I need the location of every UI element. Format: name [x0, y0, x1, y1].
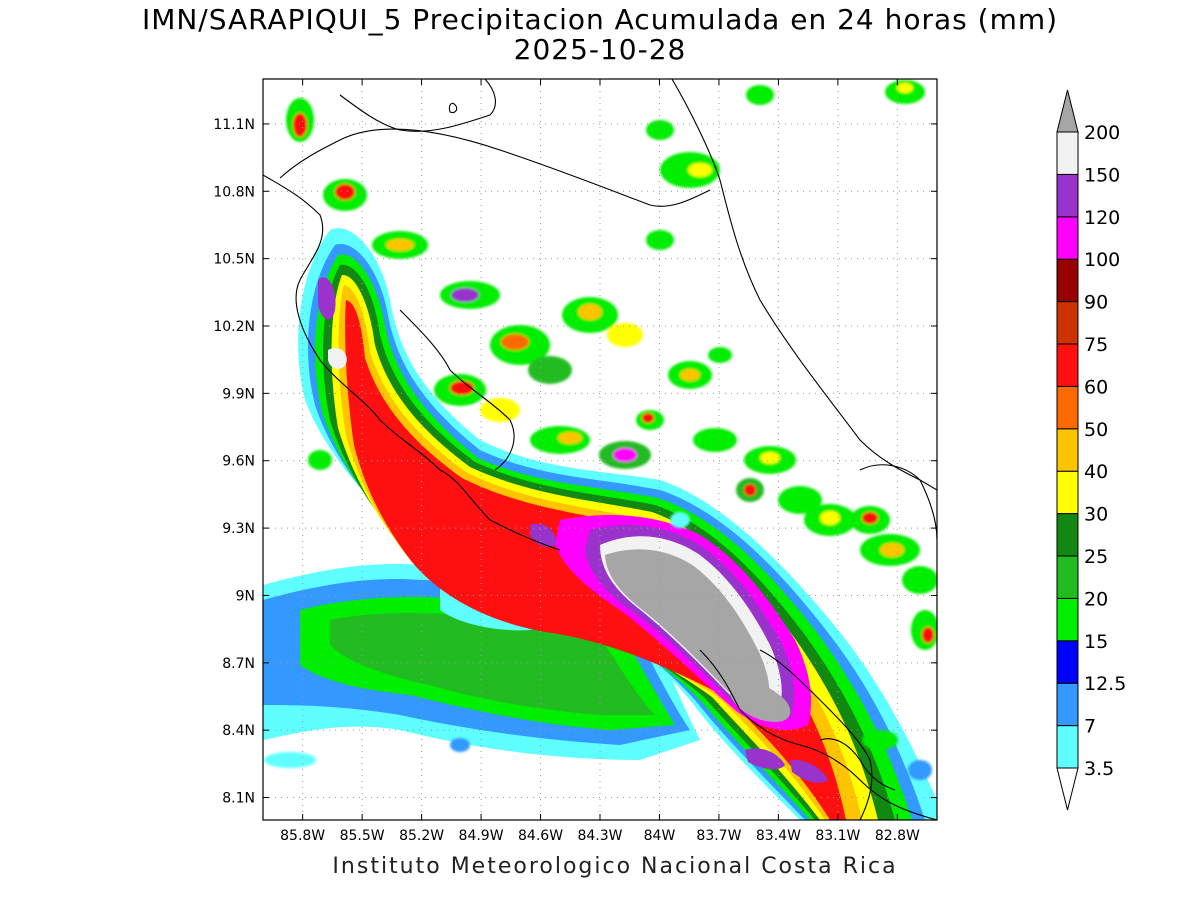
precipitation-field [263, 80, 937, 820]
lat-tick-label: 8.1N [222, 791, 255, 807]
lat-tick-label: 9.9N [222, 386, 255, 402]
colorbar-over-triangle [1056, 89, 1079, 133]
colorbar-bin [1056, 385, 1079, 430]
colorbar-legend: 3.5 7 12.5 15 20 25 30 40 50 60 75 90 100 120 150 200 [1056, 89, 1126, 811]
burica-coast-line [819, 738, 896, 791]
lon-tick-label: 83.4W [756, 828, 801, 844]
colorbar-bin [1056, 682, 1079, 727]
colorbar-label: 120 [1084, 207, 1120, 229]
colorbar-bin [1056, 216, 1079, 260]
colorbar-label: 150 [1084, 164, 1120, 186]
lat-tick-label: 10.5N [213, 252, 255, 268]
colorbar-bin [1056, 301, 1079, 345]
colorbar-label: 12.5 [1084, 673, 1126, 695]
precip-area-sw-purple-2 [790, 759, 828, 783]
nicoya-coastline [263, 174, 561, 551]
lon-tick-label: 85.8W [280, 828, 325, 844]
colorbar-label: 20 [1084, 588, 1108, 610]
colorbar-bin [1056, 513, 1079, 557]
colorbar-bin [1056, 131, 1079, 175]
longitude-axis: 85.8W 85.5W 85.2W 84.9W 84.6W 84.3W 84W 83.7W 83… [280, 79, 920, 844]
colorbar-bin [1056, 597, 1079, 642]
coastline-borders [263, 79, 937, 820]
lon-tick-label: 85.2W [399, 828, 444, 844]
colorbar-label: 90 [1084, 292, 1108, 314]
lon-tick-label: 85.5W [340, 828, 385, 844]
panama-coast-line [859, 464, 937, 541]
lon-tick-label: 84.9W [459, 828, 504, 844]
precip-area-cordillera-grey [605, 549, 770, 706]
lat-tick-label: 11.1N [213, 117, 255, 133]
lon-tick-label: 84.6W [518, 828, 563, 844]
colorbar-label: 100 [1084, 249, 1120, 271]
nicaragua-border-line [279, 128, 711, 207]
colorbar-label: 60 [1084, 376, 1108, 398]
caribbean-coastline [671, 79, 937, 491]
osa-coastline [699, 649, 937, 820]
map-plot-area [263, 79, 937, 820]
nicaragua-lake-shore [448, 102, 458, 114]
lat-tick-label: 10.2N [213, 319, 255, 335]
lat-tick-label: 8.4N [222, 723, 255, 739]
colorbar-bin [1056, 470, 1079, 515]
precip-area-nw-purple [318, 277, 336, 320]
panama-border-line [759, 649, 873, 820]
colorbar-bin [1056, 555, 1079, 599]
colorbar-under-triangle [1056, 767, 1079, 811]
colorbar-label: 15 [1084, 631, 1108, 653]
precip-area-sarapiqui-grey-south [730, 678, 791, 722]
precip-area-sw-dkgreen [330, 613, 655, 715]
colorbar-bin [1056, 725, 1079, 769]
colorbar-bin [1056, 258, 1079, 303]
map-gridlines [263, 79, 937, 820]
latitude-axis: 11.1N 10.8N 10.5N 10.2N 9.9N 9.6N 9.3N 9N 8.7N 8.… [213, 117, 937, 807]
map-title: IMN/SARAPIQUI_5 Precipitacion Acumulada … [141, 3, 1059, 36]
lat-tick-label: 8.7N [222, 656, 255, 672]
precip-scattered-cells [264, 80, 937, 780]
lat-tick-label: 9.6N [222, 454, 255, 470]
colorbar-bin [1056, 428, 1079, 472]
lat-tick-label: 10.8N [213, 184, 255, 200]
precip-area-sw-purple-1 [745, 748, 785, 770]
colorbar-bin [1056, 640, 1079, 684]
colorbar-label: 50 [1084, 419, 1108, 441]
lon-tick-label: 83.7W [696, 828, 741, 844]
colorbar-bin [1056, 343, 1079, 387]
map-date: 2025-10-28 [513, 33, 687, 66]
colorbar-label: 25 [1084, 546, 1108, 568]
gulf-nicoya-coastline [399, 309, 515, 471]
colorbar-label: 40 [1084, 461, 1108, 483]
colorbar-label: 200 [1084, 122, 1120, 144]
precip-area-nw-white [328, 347, 347, 369]
lon-tick-label: 84W [644, 828, 676, 844]
lat-tick-label: 9N [236, 588, 255, 604]
colorbar-label: 7 [1084, 716, 1096, 738]
lon-tick-label: 82.8W [875, 828, 920, 844]
lon-tick-label: 84.3W [577, 828, 622, 844]
colorbar-bin [1056, 173, 1079, 218]
footer-credit: Instituto Meteorologico Nacional Costa R… [332, 854, 898, 879]
lat-tick-label: 9.3N [222, 521, 255, 537]
colorbar-label: 75 [1084, 334, 1108, 356]
colorbar-label: 30 [1084, 504, 1108, 526]
colorbar-label: 3.5 [1084, 758, 1114, 780]
lon-tick-label: 83.1W [815, 828, 860, 844]
north-coast-line [339, 79, 496, 132]
